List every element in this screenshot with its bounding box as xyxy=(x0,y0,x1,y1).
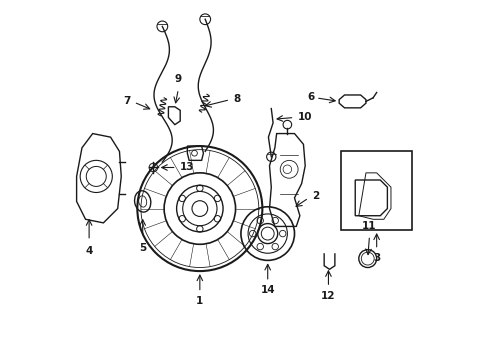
Text: 1: 1 xyxy=(196,296,203,306)
Text: 8: 8 xyxy=(233,94,241,104)
Text: 13: 13 xyxy=(180,162,194,172)
Text: 2: 2 xyxy=(312,191,319,201)
Text: 7: 7 xyxy=(122,96,130,107)
Text: 6: 6 xyxy=(306,92,313,102)
Text: 4: 4 xyxy=(85,246,93,256)
Text: 10: 10 xyxy=(298,112,312,122)
Text: 3: 3 xyxy=(372,253,380,263)
Text: 11: 11 xyxy=(362,221,376,231)
Text: 12: 12 xyxy=(321,291,335,301)
Text: 14: 14 xyxy=(260,285,274,296)
Bar xyxy=(340,152,411,230)
Text: 9: 9 xyxy=(175,74,182,84)
Text: 5: 5 xyxy=(139,243,146,252)
